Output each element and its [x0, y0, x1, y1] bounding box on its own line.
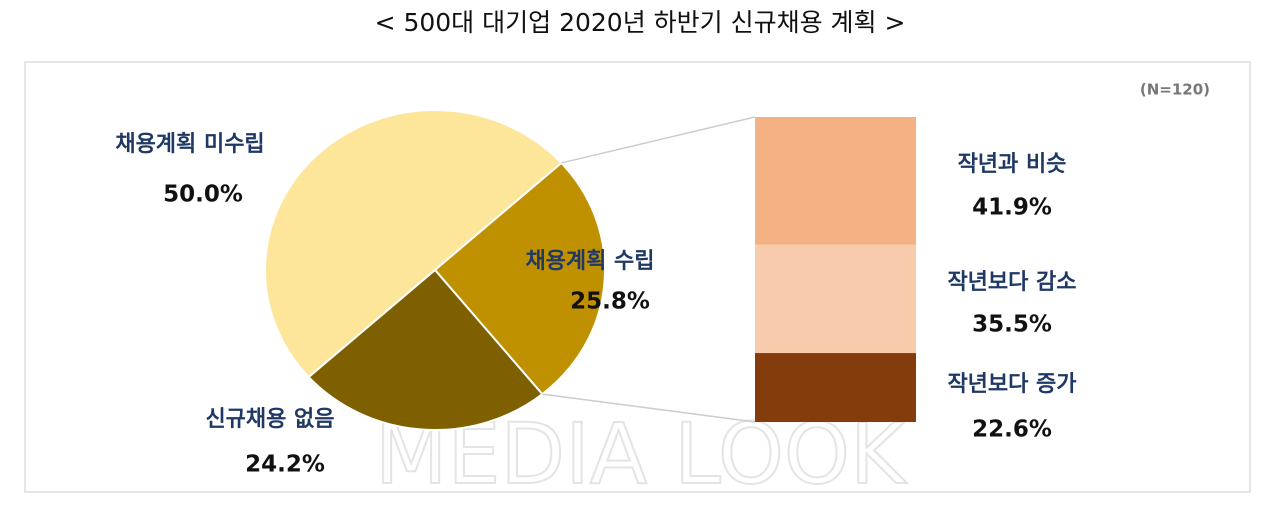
category-label: 작년보다 증가: [947, 372, 1076, 397]
connector: [542, 393, 756, 423]
pie-slice: [433, 161, 606, 396]
frame: [24, 61, 1251, 493]
value-label: 24.2%: [245, 452, 325, 478]
category-label: 작년과 비슷: [958, 152, 1067, 177]
connector: [561, 116, 756, 164]
value-label: 41.9%: [972, 195, 1052, 221]
bar-segment: [755, 117, 916, 245]
note: (N=120): [1140, 81, 1210, 99]
chart-title: < 500대 대기업 2020년 하반기 신규채용 계획 >: [375, 8, 906, 37]
value-label: 22.6%: [972, 417, 1052, 443]
pie-slice: [307, 268, 544, 431]
category-label: 신규채용 없음: [205, 407, 334, 432]
bar-segment: [755, 244, 916, 354]
category-label: 채용계획 수립: [525, 249, 654, 274]
value-label: 50.0%: [163, 182, 243, 208]
value-label: 25.8%: [570, 289, 650, 315]
bar-segment: [755, 353, 916, 422]
value-label: 35.5%: [972, 312, 1052, 338]
pie-slice: [264, 109, 563, 379]
category-label: 작년보다 감소: [947, 270, 1076, 295]
category-label: 채용계획 미수립: [115, 132, 264, 157]
